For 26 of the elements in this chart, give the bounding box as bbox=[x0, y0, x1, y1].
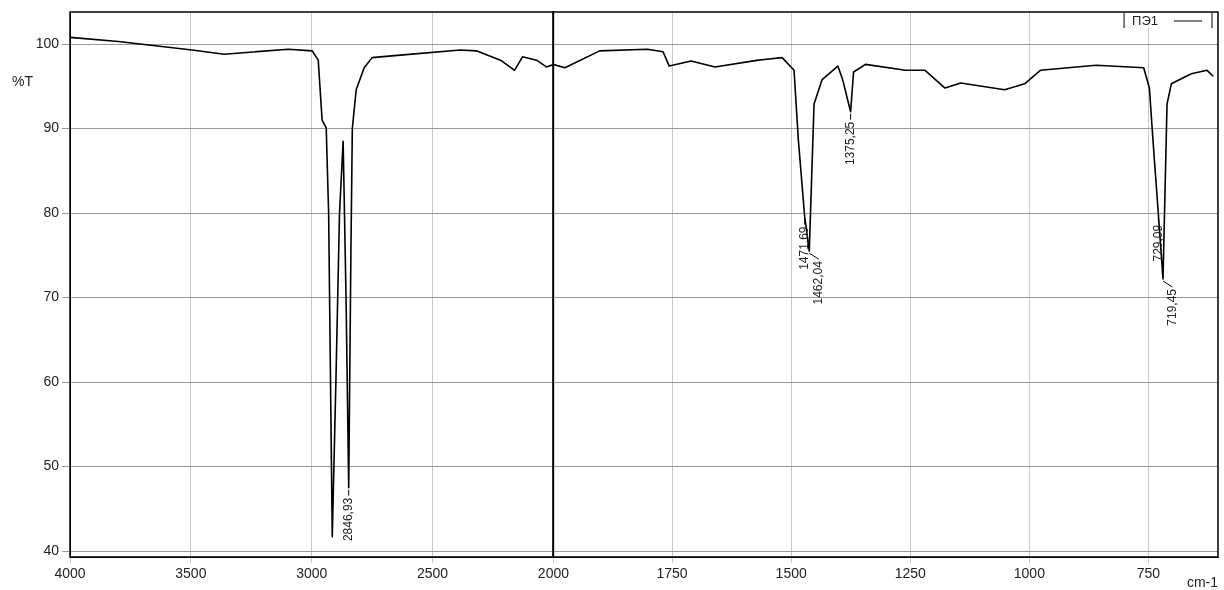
x-tick-label: 3000 bbox=[296, 565, 328, 582]
x-tick-label: 750 bbox=[1136, 565, 1161, 582]
x-tick-label: 1750 bbox=[656, 565, 688, 582]
y-tick-label: 40 bbox=[43, 541, 60, 558]
x-tick-label: 1000 bbox=[1013, 565, 1046, 582]
x-tick-label: 2500 bbox=[416, 565, 449, 582]
x-tick-label: 2000 bbox=[537, 565, 570, 582]
x-tick-label: 3500 bbox=[175, 565, 207, 582]
y-tick-label: 90 bbox=[43, 119, 60, 136]
y-tick-label: 100 bbox=[35, 34, 60, 51]
x-axis-title: cm-1 bbox=[1186, 573, 1219, 590]
annotation: 1462,04 bbox=[810, 260, 825, 305]
y-axis-title: %T bbox=[12, 72, 34, 89]
annotation: 1471,69 bbox=[796, 226, 811, 270]
annotation: 719,45 bbox=[1164, 288, 1179, 326]
y-tick-label: 60 bbox=[43, 372, 60, 389]
x-tick-label: 4000 bbox=[54, 565, 86, 582]
annotation: 1375,25 bbox=[842, 121, 857, 166]
legend-label: ПЭ1 bbox=[1132, 12, 1158, 28]
y-tick-label: 50 bbox=[43, 457, 60, 474]
annotation: 729,09 bbox=[1150, 224, 1165, 262]
y-tick-label: 80 bbox=[43, 203, 60, 220]
x-tick-label: 1250 bbox=[894, 565, 927, 582]
y-tick-label: 70 bbox=[43, 288, 60, 305]
x-tick-label: 1500 bbox=[775, 565, 807, 582]
annotation: 2846,93 bbox=[341, 497, 356, 542]
